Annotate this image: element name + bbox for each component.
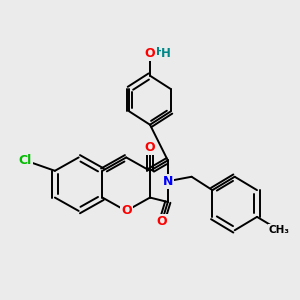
Text: O: O — [121, 204, 131, 218]
Text: N: N — [163, 175, 173, 188]
Text: CH₃: CH₃ — [269, 225, 290, 235]
Text: Cl: Cl — [19, 154, 32, 167]
Text: O: O — [145, 140, 155, 154]
Text: H: H — [161, 47, 171, 60]
Text: O: O — [145, 47, 155, 60]
Text: O: O — [145, 47, 155, 60]
Text: O: O — [157, 215, 167, 228]
Text: H: H — [156, 47, 165, 57]
Text: O: O — [145, 47, 155, 60]
